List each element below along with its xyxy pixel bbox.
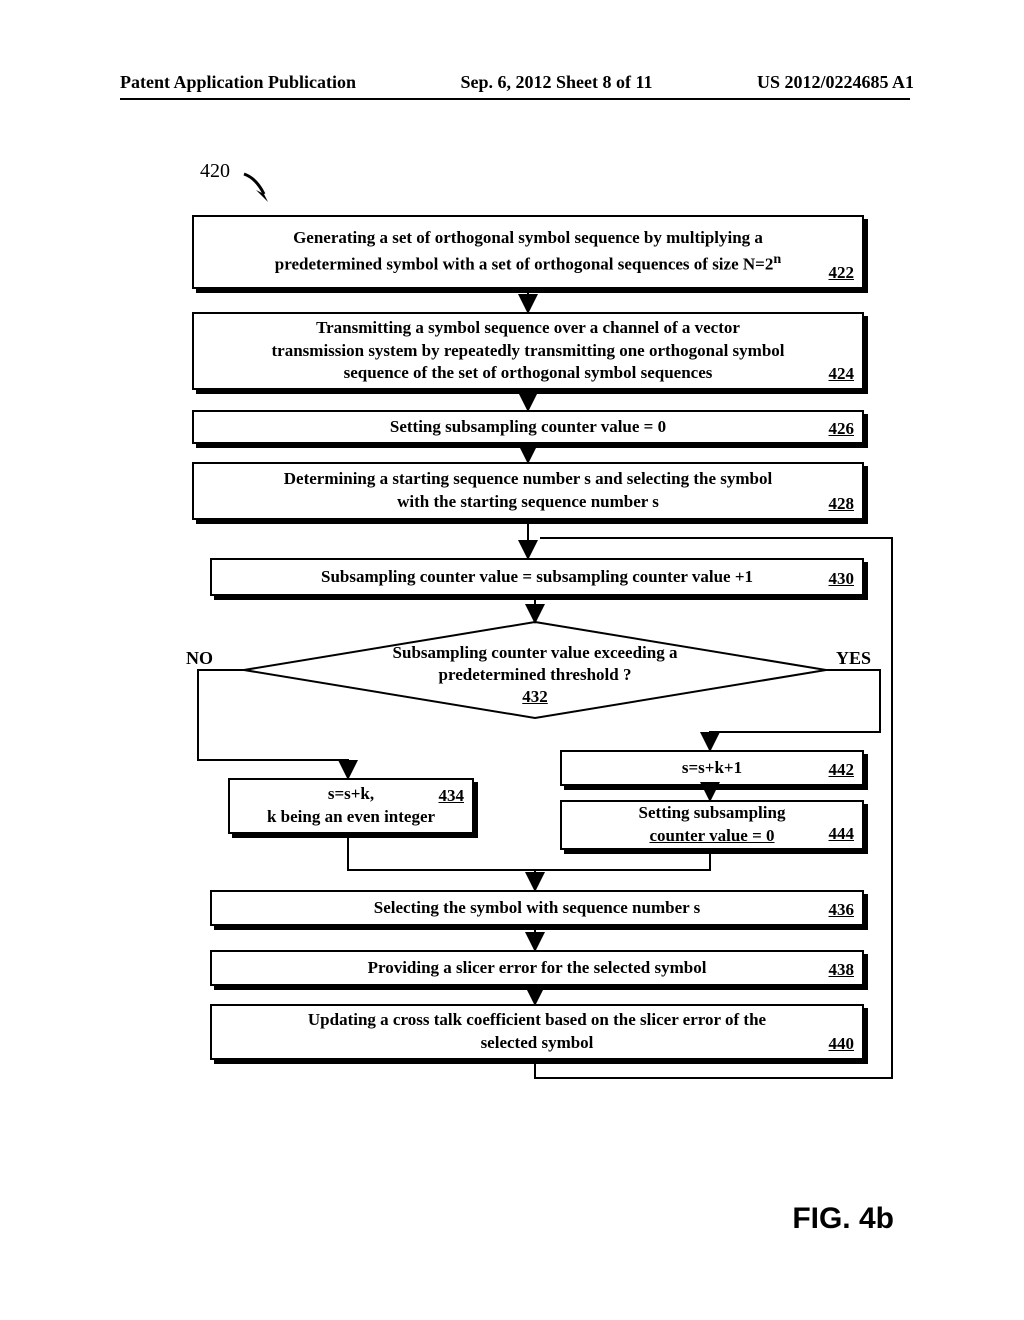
- ref-444: 444: [829, 823, 855, 846]
- step-436: Selecting the symbol with sequence numbe…: [210, 890, 864, 926]
- curved-arrow-icon: [240, 168, 280, 208]
- step-428-text: Determining a starting sequence number s…: [284, 468, 772, 514]
- step-444: Setting subsampling counter value = 0 44…: [560, 800, 864, 850]
- header-center: Sep. 6, 2012 Sheet 8 of 11: [460, 72, 652, 93]
- ref-422: 422: [829, 262, 855, 285]
- flowchart: 420 Generating a set of orthogonal symbo…: [180, 160, 870, 1180]
- ref-440: 440: [829, 1033, 855, 1056]
- ref-424: 424: [829, 363, 855, 386]
- header-rule: [120, 98, 910, 100]
- ref-436: 436: [829, 899, 855, 922]
- no-label: NO: [186, 648, 213, 669]
- figure-label: FIG. 4b: [792, 1202, 894, 1236]
- step-440-text: Updating a cross talk coefficient based …: [308, 1009, 766, 1055]
- step-434: s=s+k, k being an even integer 434: [228, 778, 474, 834]
- step-422-text: Generating a set of orthogonal symbol se…: [275, 227, 781, 277]
- step-428: Determining a starting sequence number s…: [192, 462, 864, 520]
- decision-432: Subsampling counter value exceeding a pr…: [240, 620, 830, 720]
- step-442-text: s=s+k+1: [682, 757, 742, 780]
- header-right: US 2012/0224685 A1: [757, 72, 914, 93]
- step-426: Setting subsampling counter value = 0 42…: [192, 410, 864, 444]
- step-442: s=s+k+1 442: [560, 750, 864, 786]
- step-424-text: Transmitting a symbol sequence over a ch…: [272, 317, 785, 386]
- ref-442: 442: [829, 759, 855, 782]
- decision-text: Subsampling counter value exceeding a pr…: [240, 642, 830, 708]
- step-440: Updating a cross talk coefficient based …: [210, 1004, 864, 1060]
- ref-426: 426: [829, 418, 855, 441]
- ref-428: 428: [829, 493, 855, 516]
- step-438-text: Providing a slicer error for the selecte…: [368, 957, 707, 980]
- step-436-text: Selecting the symbol with sequence numbe…: [374, 897, 700, 920]
- step-438: Providing a slicer error for the selecte…: [210, 950, 864, 986]
- ref-434: 434: [439, 785, 465, 808]
- yes-label: YES: [836, 648, 871, 669]
- ref-430: 430: [829, 568, 855, 591]
- ref-432: 432: [522, 687, 548, 706]
- step-422: Generating a set of orthogonal symbol se…: [192, 215, 864, 289]
- step-430-text: Subsampling counter value = subsampling …: [321, 566, 753, 589]
- step-424: Transmitting a symbol sequence over a ch…: [192, 312, 864, 390]
- page-header: Patent Application Publication Sep. 6, 2…: [0, 72, 1024, 93]
- step-444-text: Setting subsampling counter value = 0: [639, 802, 786, 848]
- step-430: Subsampling counter value = subsampling …: [210, 558, 864, 596]
- step-434-text: s=s+k, k being an even integer: [267, 783, 435, 829]
- reference-420: 420: [200, 160, 230, 183]
- ref-438: 438: [829, 959, 855, 982]
- step-426-text: Setting subsampling counter value = 0: [390, 416, 666, 439]
- header-left: Patent Application Publication: [120, 72, 356, 93]
- page: Patent Application Publication Sep. 6, 2…: [0, 0, 1024, 1320]
